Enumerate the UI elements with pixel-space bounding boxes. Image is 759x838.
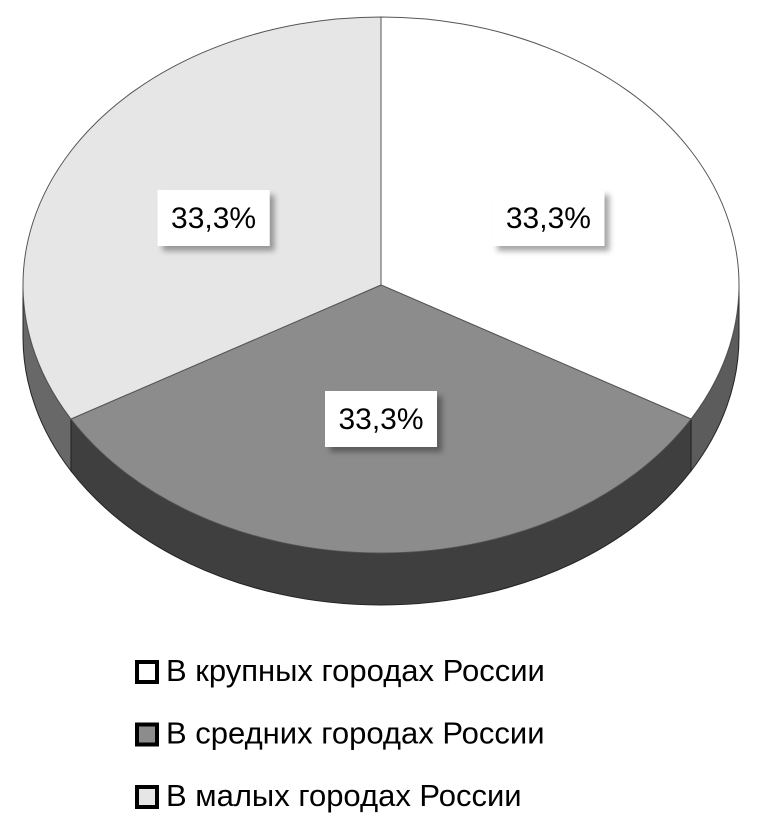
legend-label: В малых городах России — [166, 778, 522, 813]
data-label-box — [492, 190, 605, 246]
legend: В крупных городах России В средних города… — [135, 653, 545, 813]
legend-swatch — [135, 722, 159, 747]
data-label: 33,3% — [171, 202, 256, 235]
data-labels: 33,3% 33,3% 33,3% — [157, 190, 605, 447]
legend-label: В крупных городах России — [166, 653, 545, 688]
data-label-box — [325, 391, 437, 447]
data-label: 33,3% — [506, 202, 591, 235]
legend-swatch — [135, 785, 159, 809]
data-label-box — [157, 190, 270, 246]
legend-swatch — [135, 660, 159, 684]
legend-label: В средних городах России — [166, 716, 545, 751]
data-label: 33,3% — [338, 403, 423, 436]
pie-tops — [22, 16, 740, 554]
